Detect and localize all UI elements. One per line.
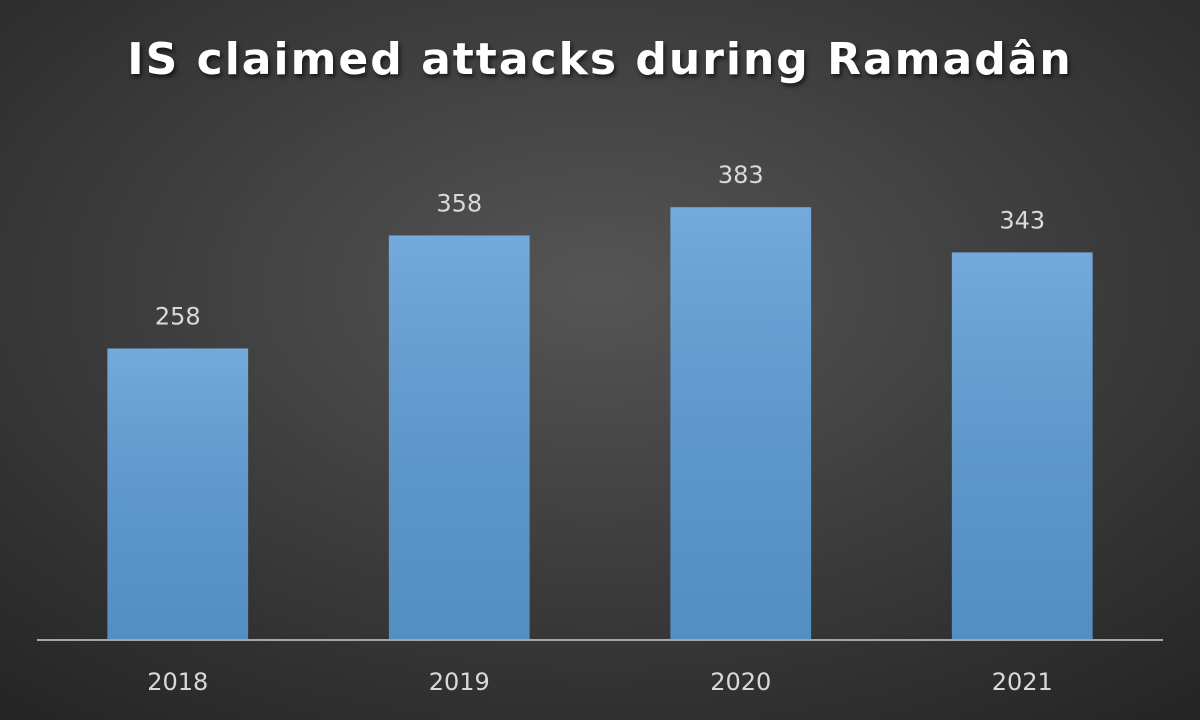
bar xyxy=(388,235,530,640)
x-tick-label: 2020 xyxy=(710,668,771,696)
chart-title: IS claimed attacks during Ramadân xyxy=(127,34,1072,85)
data-label: 343 xyxy=(999,206,1045,234)
bar xyxy=(951,252,1093,640)
data-label: 358 xyxy=(436,189,482,217)
x-tick-label: 2021 xyxy=(992,668,1053,696)
data-label: 383 xyxy=(718,161,764,189)
x-tick-label: 2018 xyxy=(147,668,208,696)
x-tick-label: 2019 xyxy=(429,668,490,696)
data-label: 258 xyxy=(155,302,201,330)
bar xyxy=(670,207,812,640)
bar xyxy=(107,348,249,640)
